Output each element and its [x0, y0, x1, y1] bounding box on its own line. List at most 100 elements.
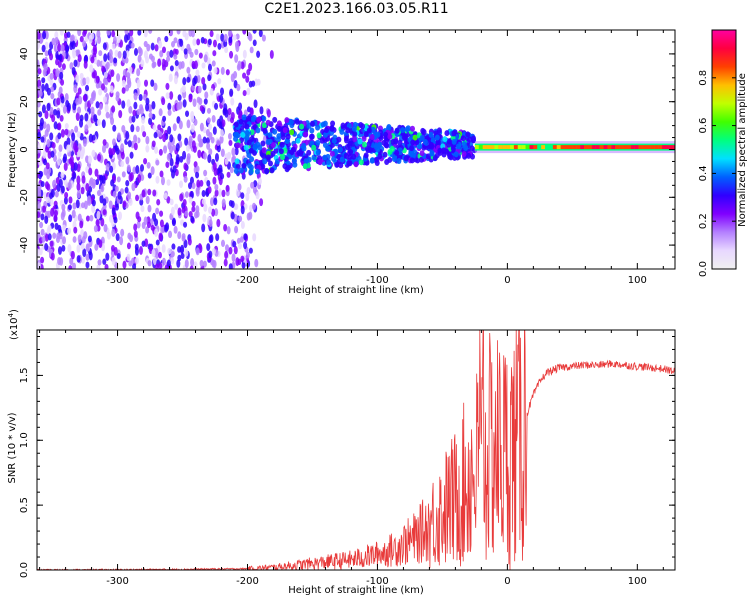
- noise-cell: [116, 73, 121, 82]
- noise-cell: [94, 168, 99, 177]
- band-cell: [288, 119, 294, 126]
- noise-cell: [46, 138, 51, 148]
- noise-cell: [69, 62, 74, 70]
- noise-cell: [172, 123, 177, 132]
- noise-cell: [43, 158, 48, 166]
- band-cell: [241, 114, 247, 121]
- noise-cell: [58, 54, 63, 62]
- noise-cell: [136, 68, 141, 77]
- noise-cell: [133, 230, 138, 238]
- carrier-cell: [494, 145, 499, 150]
- noise-cell: [130, 124, 135, 133]
- noise-cell: [202, 213, 207, 223]
- noise-cell: [194, 48, 199, 56]
- noise-cell: [155, 175, 160, 184]
- y-tick-label: 1.0: [19, 432, 30, 448]
- noise-cell: [47, 224, 52, 231]
- noise-cell: [161, 257, 166, 266]
- noise-cell: [191, 200, 196, 208]
- noise-cell: [109, 55, 114, 64]
- noise-cell: [42, 31, 47, 40]
- noise-cell: [166, 153, 171, 161]
- noise-cell: [174, 59, 179, 67]
- noise-cell: [151, 248, 156, 258]
- noise-cell: [59, 30, 64, 36]
- noise-cell: [76, 244, 81, 253]
- band-cell: [233, 121, 239, 128]
- noise-cell: [202, 260, 207, 268]
- band-cell: [465, 131, 471, 138]
- carrier-cell: [502, 145, 507, 150]
- carrier-cell: [521, 145, 526, 150]
- spectrogram-heatmap: [37, 30, 675, 269]
- noise-cell: [125, 156, 130, 165]
- noise-cell: [207, 38, 212, 46]
- band-cell: [435, 140, 441, 147]
- noise-cell: [111, 30, 116, 38]
- noise-cell: [124, 30, 129, 36]
- noise-cell: [41, 83, 46, 92]
- noise-cell: [60, 129, 65, 138]
- noise-cell: [192, 38, 197, 46]
- noise-cell: [186, 66, 191, 74]
- noise-cell: [69, 257, 74, 266]
- noise-cell: [75, 199, 80, 209]
- noise-cell: [154, 228, 159, 237]
- noise-cell: [76, 255, 81, 263]
- noise-cell: [135, 194, 140, 202]
- band-cell: [272, 116, 278, 123]
- band-cell: [463, 144, 469, 151]
- noise-cell: [214, 153, 219, 162]
- noise-cell: [198, 140, 203, 148]
- noise-cell: [173, 53, 178, 60]
- noise-cell: [209, 30, 214, 38]
- noise-cell: [102, 258, 107, 265]
- noise-cell: [236, 237, 241, 245]
- noise-cell: [153, 131, 158, 139]
- noise-cell: [184, 259, 189, 269]
- band-cell: [315, 124, 321, 131]
- noise-cell: [171, 41, 176, 48]
- noise-cell: [60, 95, 65, 104]
- noise-cell: [102, 209, 107, 216]
- noise-cell: [41, 104, 46, 114]
- spectrogram-y-label: Frequency (Hz): [7, 112, 18, 188]
- band-cell: [447, 153, 453, 160]
- noise-cell: [182, 30, 187, 38]
- noise-cell: [42, 205, 47, 213]
- band-cell: [384, 138, 390, 145]
- noise-cell: [170, 206, 175, 216]
- noise-cell: [169, 49, 174, 58]
- noise-cell: [143, 40, 148, 48]
- band-cell: [282, 147, 288, 154]
- noise-cell: [49, 106, 54, 116]
- noise-cell: [121, 79, 126, 88]
- band-cell: [446, 141, 452, 148]
- noise-cell: [245, 75, 250, 83]
- noise-cell: [228, 246, 233, 255]
- noise-cell: [144, 79, 149, 87]
- noise-cell: [184, 210, 189, 217]
- noise-cell: [229, 88, 234, 97]
- noise-cell: [55, 176, 60, 185]
- band-cell: [329, 150, 335, 157]
- carrier-cell: [599, 145, 604, 150]
- band-cell: [422, 138, 428, 145]
- noise-cell: [91, 149, 96, 158]
- colorbar-tick-label: 0.2: [698, 213, 709, 229]
- noise-cell: [55, 68, 60, 78]
- noise-cell: [108, 200, 113, 210]
- noise-cell: [50, 92, 55, 100]
- noise-cell: [238, 242, 243, 250]
- noise-cell: [61, 203, 66, 211]
- noise-cell: [138, 47, 143, 57]
- noise-cell: [52, 179, 57, 189]
- noise-cell: [89, 97, 94, 105]
- noise-cell: [129, 151, 134, 159]
- noise-cell: [152, 189, 157, 197]
- noise-cell: [60, 172, 65, 179]
- band-cell: [360, 123, 366, 130]
- noise-cell: [163, 145, 168, 154]
- noise-cell: [153, 82, 158, 91]
- noise-cell: [197, 149, 202, 159]
